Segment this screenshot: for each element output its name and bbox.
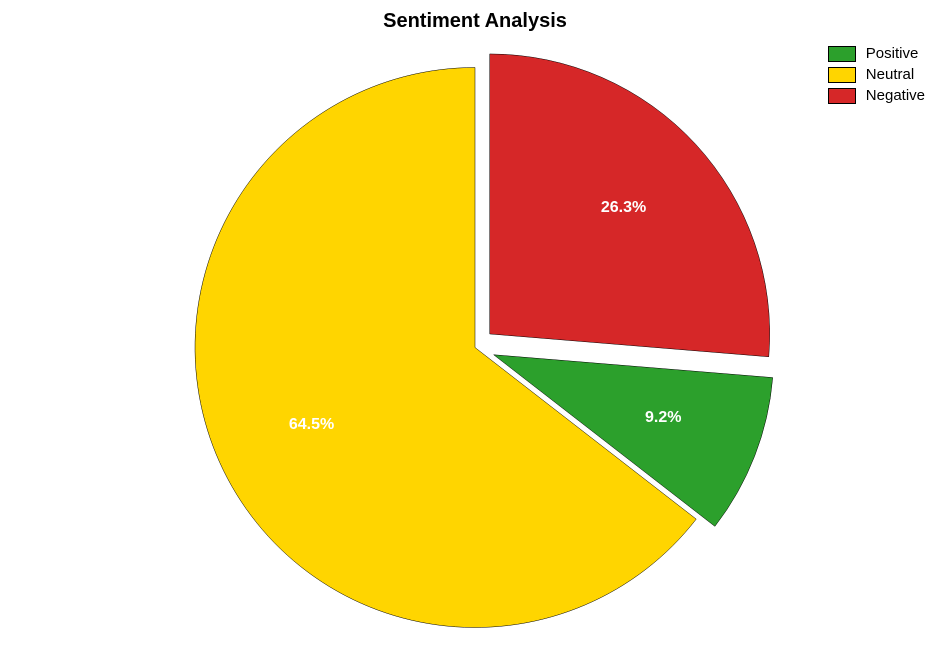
legend-swatch-neutral	[828, 67, 856, 83]
legend-label-negative: Negative	[866, 87, 925, 104]
chart-title: Sentiment Analysis	[383, 10, 567, 33]
slice-label-positive: 9.2%	[645, 409, 681, 427]
legend-label-neutral: Neutral	[866, 66, 914, 83]
pie-chart	[165, 38, 785, 663]
legend-swatch-positive	[828, 46, 856, 62]
legend: Positive Neutral Negative	[828, 45, 925, 108]
legend-item-positive: Positive	[828, 45, 925, 62]
legend-swatch-negative	[828, 88, 856, 104]
legend-item-neutral: Neutral	[828, 66, 925, 83]
slice-label-negative: 26.3%	[601, 199, 646, 217]
slice-label-neutral: 64.5%	[289, 416, 334, 434]
legend-label-positive: Positive	[866, 45, 919, 62]
legend-item-negative: Negative	[828, 87, 925, 104]
pie-svg	[165, 38, 785, 658]
